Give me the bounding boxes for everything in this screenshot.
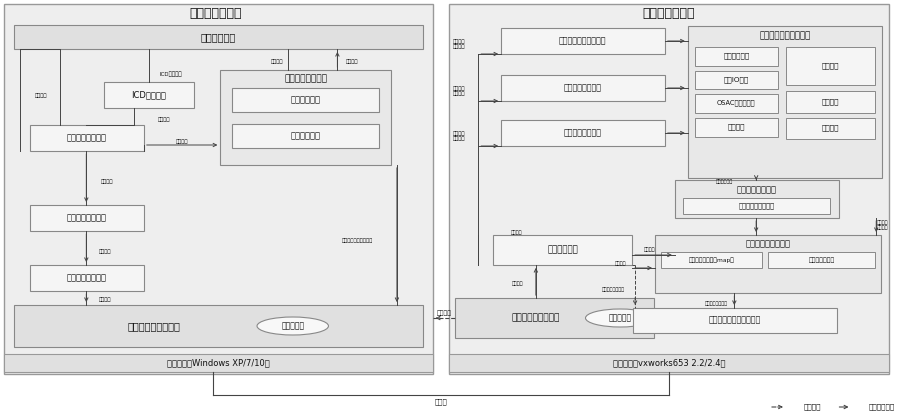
Text: 验收命令: 验收命令 [511, 280, 523, 285]
Text: 调用数据解析接口: 调用数据解析接口 [602, 287, 625, 292]
Bar [14, 25, 423, 49]
Text: 信息采集接口适配层: 信息采集接口适配层 [745, 240, 790, 248]
Text: 时间数据
同步命令: 时间数据 同步命令 [454, 131, 465, 141]
Text: 检索数据: 检索数据 [158, 116, 170, 122]
Text: 反馈信息: 反馈信息 [644, 246, 656, 251]
Bar [786, 47, 876, 85]
Text: 数据检索解析模块: 数据检索解析模块 [67, 134, 106, 142]
Text: 分析配置模块: 分析配置模块 [291, 96, 320, 104]
Text: 采集数据接收模块: 采集数据接收模块 [67, 274, 106, 282]
Bar [655, 235, 881, 293]
Text: 操作系统（Windows XP/7/10）: 操作系统（Windows XP/7/10） [166, 359, 270, 367]
Text: 宿主机数据通信模块: 宿主机数据通信模块 [128, 321, 180, 331]
Bar [661, 252, 762, 268]
Bar [688, 26, 882, 178]
Bar [695, 71, 778, 89]
Text: 检索数据: 检索数据 [176, 139, 188, 143]
Text: 数据分析处理模块: 数据分析处理模块 [284, 75, 327, 83]
Text: 系统事件: 系统事件 [727, 124, 745, 130]
Text: 通信数据封装及解析模块: 通信数据封装及解析模块 [708, 316, 760, 324]
Text: 数据显示模块: 数据显示模块 [201, 32, 236, 42]
Bar [30, 205, 144, 231]
Bar [30, 125, 144, 151]
Text: 故障记录信息获取模块: 故障记录信息获取模块 [559, 36, 607, 46]
Text: ICD解析模块: ICD解析模块 [131, 91, 166, 99]
Text: 原始数据管理模块: 原始数据管理模块 [67, 214, 106, 222]
Text: 空间资源: 空间资源 [822, 63, 840, 69]
Text: OSAC中间件监控: OSAC中间件监控 [717, 100, 756, 106]
Bar [786, 91, 876, 113]
Text: 目标机数据通信模块: 目标机数据通信模块 [512, 313, 560, 323]
Text: 分析结果: 分析结果 [346, 59, 358, 65]
Text: 内存资源: 内存资源 [822, 99, 840, 105]
Text: 空间数据
获取命令: 空间数据 获取命令 [454, 85, 465, 96]
Text: 配置命令: 配置命令 [510, 230, 522, 235]
Text: 运行监测记录接口map表: 运行监测记录接口map表 [688, 257, 734, 263]
Text: 时间资源: 时间资源 [822, 125, 840, 131]
Text: 过境操作: 过境操作 [101, 179, 113, 184]
Text: 数据采集配置控制命令: 数据采集配置控制命令 [342, 238, 373, 243]
Text: 时间戳值事接口: 时间戳值事接口 [808, 257, 835, 263]
Text: 协议通信: 协议通信 [437, 310, 452, 316]
Bar [501, 120, 665, 146]
Bar [220, 70, 391, 165]
Bar [633, 308, 837, 333]
Bar [448, 4, 889, 374]
Bar [232, 124, 379, 148]
Text: 操作系统（vxworks653 2.2/2.4）: 操作系统（vxworks653 2.2/2.4） [613, 359, 725, 367]
Text: 缓冲区溢出上报模块: 缓冲区溢出上报模块 [738, 203, 774, 210]
Bar [14, 305, 423, 347]
Text: 反馈信息: 反馈信息 [99, 297, 112, 303]
Text: 故障信息
侦收命令: 故障信息 侦收命令 [454, 39, 465, 49]
Text: 心跳包机制: 心跳包机制 [608, 313, 632, 323]
Text: 系统监控信息配置模块: 系统监控信息配置模块 [760, 31, 811, 41]
Bar [501, 75, 665, 101]
Bar [695, 94, 778, 113]
Text: 命令解析模块: 命令解析模块 [547, 246, 578, 254]
Bar [695, 118, 778, 137]
Ellipse shape [257, 317, 328, 335]
Text: 接口调用: 接口调用 [804, 403, 822, 410]
Text: 数据分析模块: 数据分析模块 [291, 132, 320, 140]
Bar [786, 118, 876, 139]
Text: 分析配置: 分析配置 [271, 59, 284, 65]
Bar [501, 28, 665, 54]
Bar [448, 354, 889, 372]
Bar [493, 235, 632, 265]
Bar [30, 265, 144, 291]
Bar [768, 252, 876, 268]
Bar [4, 4, 433, 374]
Bar [455, 298, 654, 338]
Text: 检测记录信息: 检测记录信息 [716, 179, 733, 184]
Bar [4, 354, 433, 372]
Text: ICD解析数据: ICD解析数据 [159, 71, 182, 77]
Bar [232, 88, 379, 112]
Bar [695, 47, 778, 66]
Text: 调用数据封装接口: 调用数据封装接口 [705, 302, 728, 307]
Text: 信息流动方向: 信息流动方向 [868, 403, 895, 410]
Text: 校查数据: 校查数据 [35, 93, 47, 98]
Text: 提供信息
采集接口: 提供信息 采集接口 [878, 220, 888, 230]
Text: 控制命令: 控制命令 [615, 261, 626, 266]
Bar [104, 82, 194, 108]
Text: 空间数据获取模块: 空间数据获取模块 [563, 83, 601, 93]
Text: 数据通信监控: 数据通信监控 [724, 53, 750, 59]
Text: 以太网: 以太网 [434, 399, 447, 405]
Text: 写入操作: 写入操作 [99, 248, 112, 253]
Text: 系统IO监控: 系统IO监控 [724, 77, 749, 83]
Text: 心跳包机制: 心跳包机制 [281, 321, 304, 331]
Text: 目标机记录软件: 目标机记录软件 [643, 8, 695, 21]
Ellipse shape [586, 309, 655, 327]
Text: 宿主机处理软件: 宿主机处理软件 [189, 8, 241, 21]
Bar [683, 198, 830, 214]
Text: 同步信息获取模块: 同步信息获取模块 [563, 129, 601, 137]
Text: 记录信息管理模块: 记录信息管理模块 [736, 186, 776, 194]
Bar [675, 180, 839, 218]
